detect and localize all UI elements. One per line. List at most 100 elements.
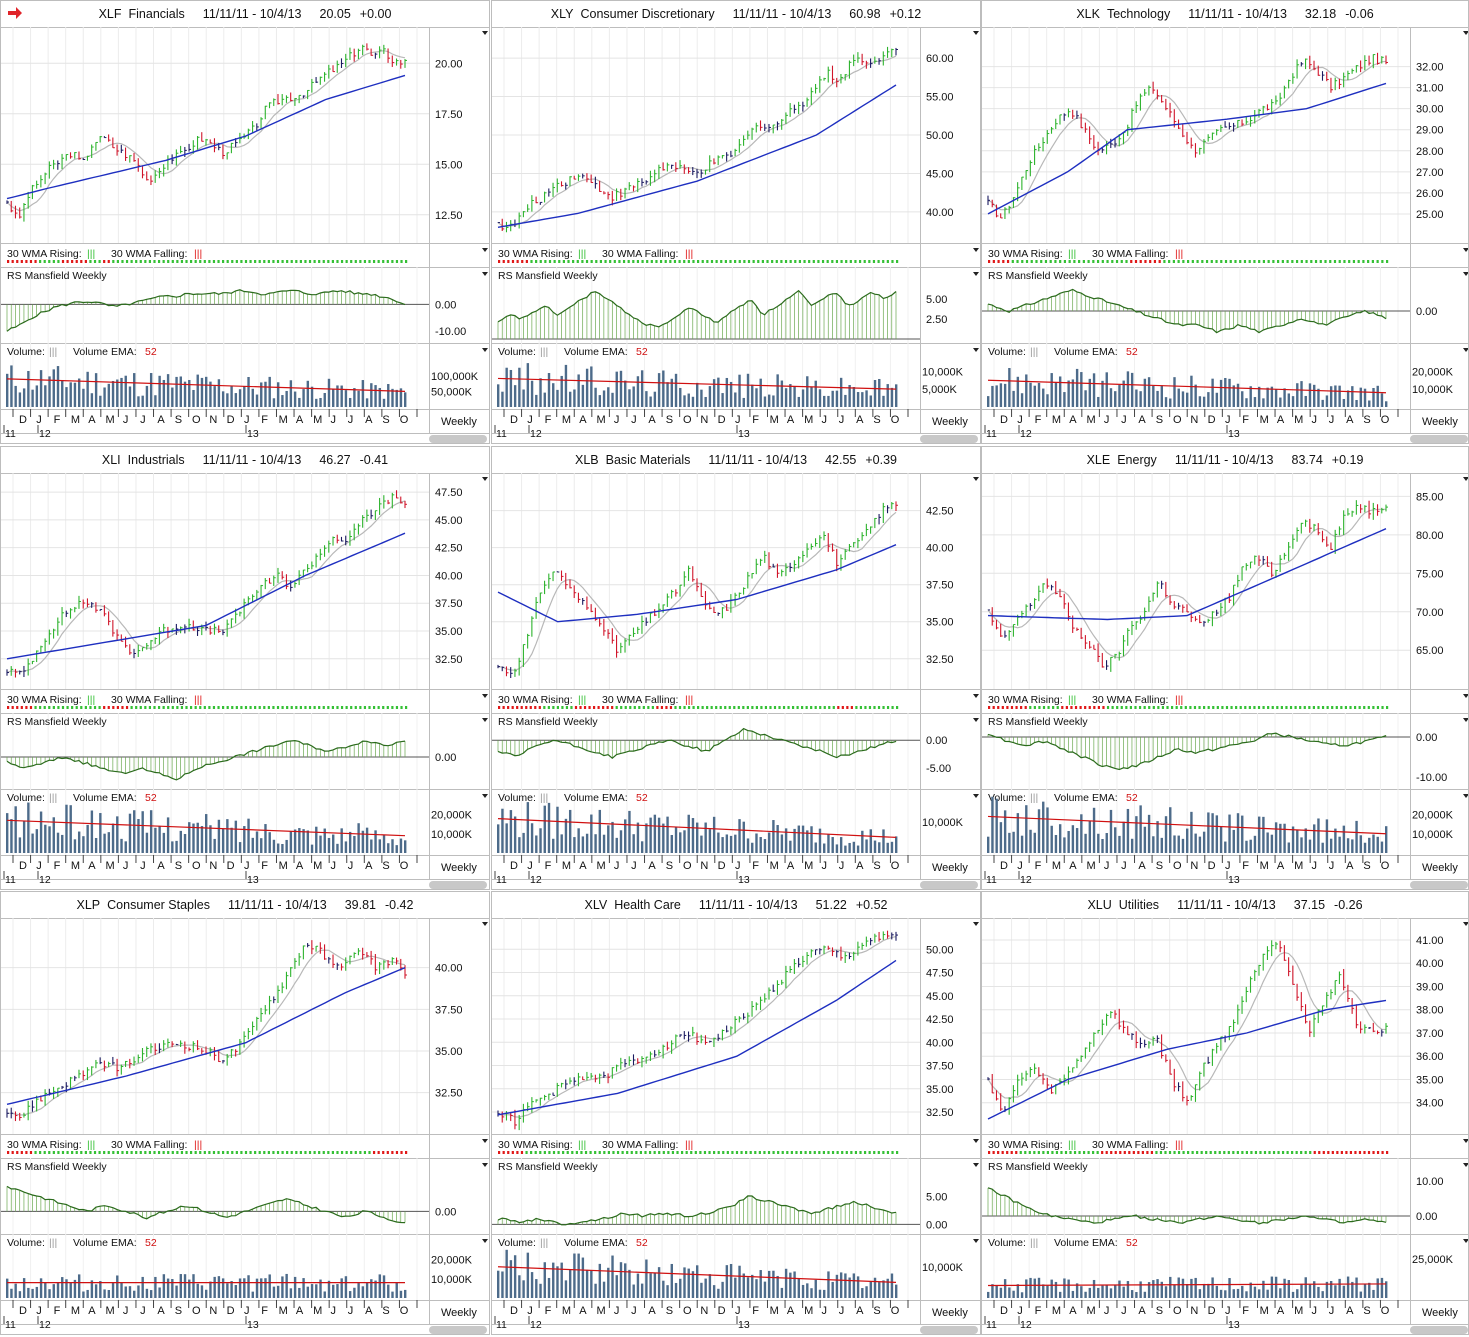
month-label: A <box>157 414 165 426</box>
trend-dot <box>1166 706 1169 709</box>
month-label: A <box>365 1305 373 1317</box>
trend-dot <box>1207 706 1210 709</box>
month-label: N <box>1190 860 1198 872</box>
volume-bar <box>243 1278 246 1298</box>
volume-bar <box>662 823 665 853</box>
trend-dot <box>575 1151 578 1154</box>
trend-dot <box>1276 706 1279 709</box>
trend-dot <box>743 260 746 263</box>
volume-ema-line <box>6 819 406 837</box>
volume-bar <box>573 1253 576 1298</box>
volume-tick-label: 10,000K <box>431 1274 473 1286</box>
volume-bar <box>501 391 504 407</box>
volume-bar <box>518 837 521 853</box>
trend-dot <box>258 260 261 263</box>
month-label: A <box>1277 414 1285 426</box>
trend-dot <box>121 706 124 709</box>
horizontal-scrollbar[interactable] <box>429 435 487 443</box>
horizontal-scrollbar[interactable] <box>920 435 978 443</box>
date-range: 11/11/11 - 10/4/13 <box>1177 898 1276 912</box>
horizontal-scrollbar[interactable] <box>429 881 487 889</box>
volume-bar <box>1325 819 1329 853</box>
trend-dot <box>581 260 584 263</box>
volume-bar <box>18 392 22 407</box>
trend-dot <box>872 260 876 263</box>
volume-bar <box>505 367 508 407</box>
volume-bar <box>344 1276 348 1298</box>
trend-dot <box>39 260 42 263</box>
trend-dot <box>167 1151 170 1154</box>
volume-bar <box>128 1286 132 1298</box>
price-tick-label: 37.50 <box>435 1004 463 1016</box>
volume-bar <box>276 382 280 407</box>
trend-dot <box>1130 260 1133 263</box>
volume-bar <box>552 838 555 853</box>
volume-bar <box>1232 385 1235 407</box>
volume-bar <box>1152 385 1155 407</box>
volume-bar <box>344 390 348 407</box>
trend-dot <box>61 1151 65 1154</box>
volume-bar <box>577 374 580 407</box>
trend-dot <box>231 1151 234 1154</box>
trend-dot <box>11 1151 14 1154</box>
trend-dot <box>400 706 403 709</box>
month-label: A <box>579 414 587 426</box>
trend-dot <box>1148 706 1151 709</box>
volume-bar <box>734 1277 737 1298</box>
wma-30-line <box>497 544 897 623</box>
trend-dot <box>116 706 119 709</box>
trend-dot <box>98 706 101 709</box>
volume-ema-period: 52 <box>1126 346 1138 358</box>
volume-bar <box>1050 373 1053 407</box>
volume-bar <box>1262 398 1265 407</box>
trend-dot <box>609 260 612 263</box>
trend-dot <box>583 706 587 709</box>
wma-30-line <box>6 967 406 1105</box>
volume-bar <box>357 390 360 407</box>
trend-dot <box>611 706 614 709</box>
volume-bar <box>205 814 208 853</box>
month-label: S <box>873 860 880 872</box>
red-arrow-icon[interactable] <box>7 6 23 20</box>
ticker-symbol: XLF <box>98 7 122 21</box>
volume-bar <box>285 1273 288 1298</box>
month-label: M <box>770 414 779 426</box>
price-tick-label: 85.00 <box>1416 491 1444 503</box>
trend-dot <box>295 1151 298 1154</box>
horizontal-scrollbar[interactable] <box>1410 881 1468 889</box>
month-label: J <box>330 414 336 426</box>
trend-dot <box>868 706 872 709</box>
month-label: O <box>192 414 201 426</box>
volume-bar <box>209 825 212 853</box>
horizontal-scrollbar[interactable] <box>920 1326 978 1334</box>
month-label: A <box>88 1305 96 1317</box>
volume-bar <box>35 1286 39 1298</box>
horizontal-scrollbar[interactable] <box>429 1326 487 1334</box>
trend-dot <box>1096 260 1100 263</box>
rs-line <box>497 727 897 759</box>
trend-dot <box>719 706 722 709</box>
trend-dot <box>263 260 266 263</box>
volume-bar <box>319 835 322 853</box>
volume-bar <box>387 843 390 853</box>
volume-bar <box>539 1283 542 1298</box>
chart-header: XLV Health Care 11/11/11 - 10/4/13 51.22 +0.… <box>492 892 980 919</box>
trend-dot <box>988 706 991 709</box>
volume-bar <box>1202 396 1206 407</box>
trend-dot <box>340 260 344 263</box>
wma-falling-marker: ||| <box>194 1139 202 1151</box>
horizontal-scrollbar[interactable] <box>1410 435 1468 443</box>
volume-bar <box>823 1289 826 1298</box>
trend-dot <box>602 706 605 709</box>
trend-dot <box>359 706 362 709</box>
volume-bar <box>56 366 60 407</box>
volume-bar <box>361 830 365 853</box>
volume-tick-label: 10,000K <box>1412 829 1454 841</box>
trend-dot <box>20 260 23 263</box>
trend-dot <box>1111 260 1114 263</box>
volume-ema-line <box>987 379 1387 394</box>
trend-dot <box>859 706 863 709</box>
horizontal-scrollbar[interactable] <box>920 881 978 889</box>
trend-dot <box>363 1151 367 1154</box>
volume-bar <box>1156 821 1159 853</box>
